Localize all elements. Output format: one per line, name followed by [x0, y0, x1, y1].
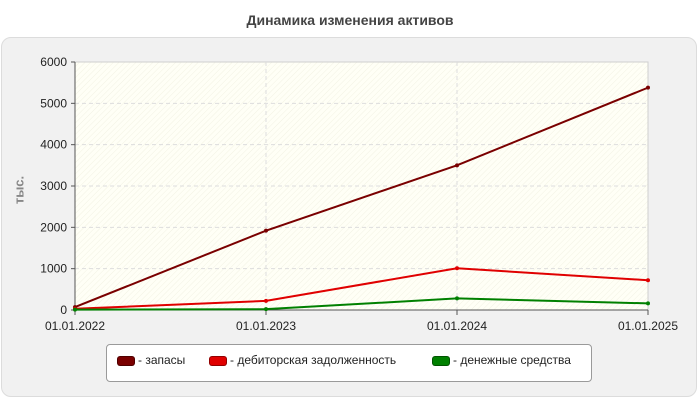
data-point	[646, 301, 650, 306]
y-axis-label: тыс.	[7, 170, 31, 210]
data-point	[646, 278, 650, 283]
y-tick-label: 1000	[40, 262, 67, 276]
legend: - запасы - дебиторская задолженность - д…	[106, 344, 592, 382]
data-point	[73, 307, 77, 312]
x-tick-labels: 01.01.2022 01.01.2023 01.01.2024 01.01.2025	[45, 319, 678, 333]
data-point	[455, 296, 459, 301]
legend-item-inventory: - запасы	[117, 353, 185, 367]
series-line-1	[74, 267, 649, 310]
y-axis-label-text: тыс.	[11, 175, 27, 205]
legend-item-receivables: - дебиторская задолженность	[209, 353, 396, 367]
legend-swatch-receivables	[209, 355, 227, 366]
legend-label-cash: - денежные средства	[453, 353, 571, 367]
x-tick-label: 01.01.2024	[427, 319, 487, 333]
legend-item-cash: - денежные средства	[432, 353, 571, 367]
series-line-2	[74, 297, 649, 311]
data-point	[455, 163, 459, 168]
y-tick-label: 3000	[40, 179, 67, 193]
x-tick-label: 01.01.2025	[618, 319, 678, 333]
y-tick-label: 5000	[40, 96, 67, 110]
y-tick-labels: 0 1000 2000 3000 4000 5000 6000	[40, 55, 67, 317]
data-point	[264, 298, 268, 303]
legend-label-receivables: - дебиторская задолженность	[230, 353, 397, 367]
data-point	[264, 307, 268, 312]
series-lines	[73, 85, 650, 312]
x-tick-label: 01.01.2023	[236, 319, 296, 333]
y-tick-label: 2000	[40, 220, 67, 234]
data-point	[455, 266, 459, 271]
legend-swatch-inventory	[117, 355, 135, 366]
data-point	[264, 228, 268, 233]
y-tick-label: 0	[60, 303, 67, 317]
x-tick-label: 01.01.2022	[45, 319, 105, 333]
legend-label-inventory: - запасы	[138, 353, 186, 367]
series-line-0	[74, 86, 649, 309]
data-point	[646, 85, 650, 90]
legend-swatch-cash	[432, 355, 450, 366]
y-tick-label: 6000	[40, 55, 67, 69]
chart-title: Динамика изменения активов	[246, 12, 454, 28]
y-tick-label: 4000	[40, 138, 67, 152]
